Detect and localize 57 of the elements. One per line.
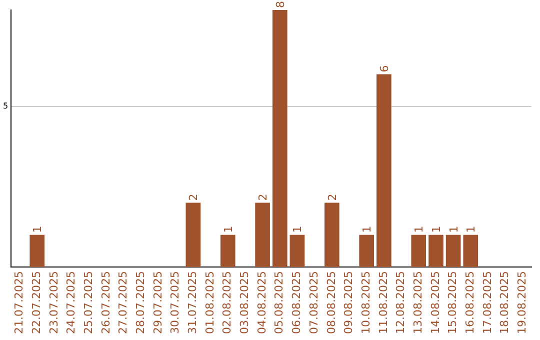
x-tick-label: 04.08.2025: [255, 271, 268, 334]
data-label: 2: [326, 194, 339, 201]
x-tick-label: 25.07.2025: [82, 271, 95, 334]
y-tick-label: 5: [2, 101, 8, 110]
x-tick-label: 23.07.2025: [47, 271, 60, 334]
x-tick-label: 12.08.2025: [394, 271, 408, 334]
x-tick-label: 14.08.2025: [428, 271, 442, 334]
x-tick-label: 08.08.2025: [324, 271, 338, 334]
x-tick-label: 31.07.2025: [186, 271, 200, 334]
x-tick-label: 27.07.2025: [116, 271, 130, 334]
data-label: 2: [187, 194, 200, 201]
x-tick-label: 05.08.2025: [272, 271, 286, 334]
x-tick-label: 16.08.2025: [464, 271, 476, 334]
x-tick-label: 28.07.2025: [134, 271, 148, 334]
x-tick-label: 09.08.2025: [342, 271, 356, 334]
bar: [324, 202, 340, 268]
bar: [220, 234, 236, 268]
x-tick-label: 19.08.2025: [516, 271, 529, 334]
x-tick-label: 21.07.2025: [12, 271, 26, 334]
x-tick-label: 02.08.2025: [220, 271, 234, 334]
x-tick-label: 18.08.2025: [498, 271, 512, 334]
data-label: 1: [447, 226, 460, 233]
x-tick-label: 03.08.2025: [238, 271, 252, 334]
data-label: 1: [412, 226, 426, 233]
bar: [272, 10, 288, 268]
data-label: 1: [430, 226, 443, 233]
x-tick-label: 17.08.2025: [480, 271, 494, 334]
data-label: 8: [274, 1, 287, 8]
x-tick-label: 10.08.2025: [359, 271, 372, 334]
bar: [359, 234, 374, 268]
bar: [411, 234, 426, 268]
x-tick-label: 01.08.2025: [203, 271, 216, 334]
bar: [255, 202, 270, 268]
x-tick-label: 15.08.2025: [446, 271, 460, 334]
data-label: 1: [360, 226, 374, 233]
bar: [376, 74, 392, 268]
data-label: 1: [291, 226, 304, 233]
x-tick-label: 29.07.2025: [151, 271, 164, 334]
x-tick-label: 06.08.2025: [290, 271, 304, 334]
x-tick-label: 13.08.2025: [411, 271, 424, 334]
x-tick-label: 22.07.2025: [30, 271, 43, 334]
bar: [446, 234, 461, 268]
bar: [290, 234, 305, 268]
x-tick-label: 11.08.2025: [376, 271, 390, 334]
x-tick-label: 30.07.2025: [168, 271, 182, 334]
x-tick-label: 26.07.2025: [99, 271, 112, 334]
bar: [463, 234, 478, 268]
bar: [428, 234, 444, 268]
data-label: 2: [256, 194, 270, 201]
x-tick-label: 07.08.2025: [307, 271, 320, 334]
x-tick-label: 24.07.2025: [64, 271, 78, 334]
data-label: 1: [222, 226, 235, 233]
bar: [186, 202, 201, 268]
data-label: 6: [378, 65, 391, 72]
data-label: 1: [31, 226, 44, 233]
data-label: 1: [464, 226, 478, 233]
bar: [30, 234, 45, 268]
